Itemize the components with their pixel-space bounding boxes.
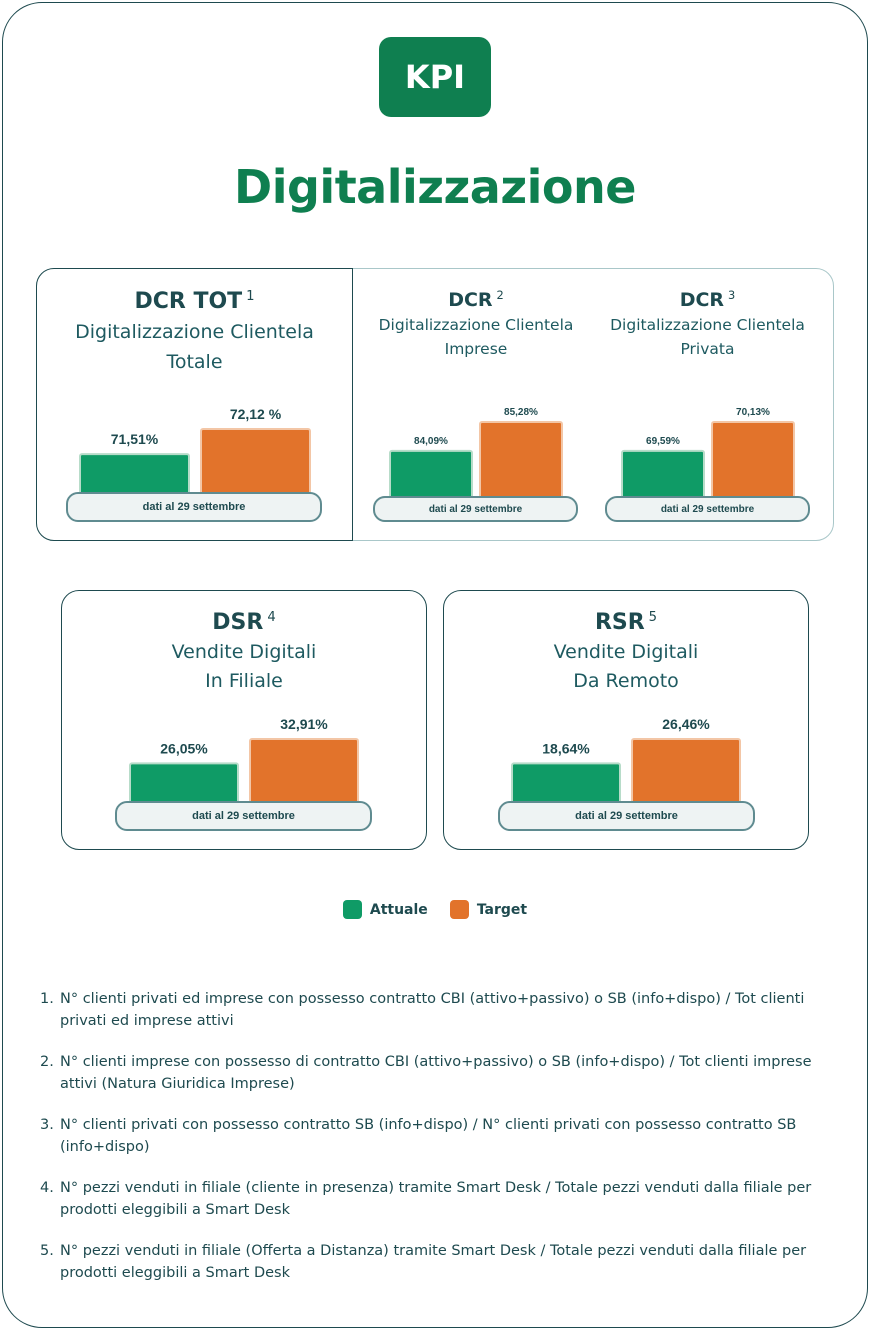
footnote-item: 5. N° pezzi venduti in filiale (Offerta a…	[40, 1240, 840, 1284]
dcr-imprese-chart: 84,09% 85,28%	[389, 398, 563, 499]
dcr-tot-header: DCR TOT 1 Digitalizzazione Clientela Tota…	[36, 287, 353, 377]
value-label-target: 26,46%	[662, 716, 710, 732]
bar-attuale	[79, 453, 190, 496]
legend-item-target: Target	[449, 900, 528, 919]
value-label-target: 70,13%	[736, 407, 770, 418]
dcr-imprese-desc-line1: Digitalizzazione Clientela	[378, 316, 574, 334]
dcr-imprese-header: DCR 2 Digitalizzazione Clientela Imprese	[360, 287, 592, 361]
dcr-tot-desc-line1: Digitalizzazione Clientela	[75, 321, 314, 343]
value-label-target: 85,28%	[504, 407, 538, 418]
footnote-text: N° clienti privati con possesso contratt…	[60, 1117, 797, 1155]
legend: Attuale Target	[0, 900, 870, 919]
bar-chart-svg: 18,64% 26,46%	[511, 716, 741, 804]
bar-attuale	[621, 449, 705, 499]
dcr-tot-desc-line2: Totale	[166, 351, 223, 373]
dcr-privata-chart: 69,59% 70,13%	[621, 398, 795, 499]
rsr-chart: 18,64% 26,46%	[511, 705, 741, 804]
legend-item-attuale: Attuale	[342, 900, 428, 919]
footnote-number: 3.	[40, 1117, 54, 1133]
dcr-tot-code: DCR TOT 1	[134, 288, 255, 314]
value-label-attuale: 71,51%	[111, 431, 159, 447]
bar-target	[200, 428, 311, 496]
footnote-number: 2.	[40, 1054, 54, 1070]
value-label-attuale: 26,05%	[160, 740, 208, 756]
dcr-privata-header: DCR 3 Digitalizzazione Clientela Privata	[595, 287, 820, 361]
dsr-desc-line2: In Filiale	[205, 670, 283, 692]
dcr-tot-date: dati al 29 settembre	[66, 492, 322, 522]
dcr-imprese-desc-line2: Imprese	[444, 340, 508, 358]
rsr-date: dati al 29 settembre	[498, 801, 755, 831]
legend-label-target: Target	[476, 901, 528, 918]
footnote-text: N° clienti imprese con possesso di contr…	[60, 1054, 812, 1092]
bar-target	[631, 738, 741, 804]
rsr-desc-line2: Da Remoto	[573, 670, 679, 692]
dcr-privata-desc-line1: Digitalizzazione Clientela	[610, 316, 805, 334]
dsr-chart: 26,05% 32,91%	[129, 705, 359, 804]
footnote-item: 3. N° clienti privati con possesso contra…	[40, 1114, 840, 1158]
footnote-number: 1.	[40, 991, 54, 1007]
rsr-code: RSR 5	[594, 609, 658, 635]
value-label-target: 72,12 %	[230, 406, 282, 422]
bar-chart-svg: 71,51% 72,12 %	[79, 406, 311, 496]
dsr-date: dati al 29 settembre	[115, 801, 372, 831]
bar-attuale	[389, 449, 473, 499]
dcr-imprese-code: DCR 2	[448, 287, 504, 311]
value-label-attuale: 69,59%	[646, 436, 680, 447]
legend-swatch-target	[449, 900, 469, 919]
footnote-item: 2. N° clienti imprese con possesso di con…	[40, 1051, 840, 1095]
bar-target	[249, 738, 359, 804]
bar-chart-svg: 26,05% 32,91%	[129, 716, 359, 804]
footnote-text: N° pezzi venduti in filiale (cliente in …	[60, 1180, 812, 1218]
legend-label-attuale: Attuale	[369, 901, 428, 918]
bar-chart-svg: 69,59% 70,13%	[621, 407, 795, 499]
dsr-desc-line1: Vendite Digitali	[171, 641, 317, 663]
bar-target	[479, 421, 563, 499]
footnote-item: 1. N° clienti privati ed imprese con poss…	[40, 988, 840, 1032]
footnote-number: 4.	[40, 1180, 54, 1196]
bar-chart-svg: 84,09% 85,28%	[389, 407, 563, 499]
footnote-text: N° pezzi venduti in filiale (Offerta a D…	[60, 1243, 807, 1281]
dsr-header: DSR 4 Vendite Digitali In Filiale	[61, 608, 427, 696]
rsr-desc-line1: Vendite Digitali	[553, 641, 699, 663]
bar-target	[711, 421, 795, 499]
dcr-privata-desc-line2: Privata	[680, 340, 735, 358]
bar-attuale	[129, 762, 239, 804]
dcr-imprese-date: dati al 29 settembre	[373, 496, 578, 522]
footnote-number: 5.	[40, 1243, 54, 1259]
dsr-code: DSR 4	[212, 609, 276, 635]
dcr-privata-date: dati al 29 settembre	[605, 496, 810, 522]
footnote-item: 4. N° pezzi venduti in filiale (cliente i…	[40, 1177, 840, 1221]
value-label-attuale: 18,64%	[542, 740, 590, 756]
page-title: Digitalizzazione	[234, 160, 636, 214]
value-label-attuale: 84,09%	[414, 436, 448, 447]
footnotes-list: 1. N° clienti privati ed imprese con poss…	[40, 988, 840, 1303]
dcr-privata-code: DCR 3	[679, 287, 736, 311]
rsr-header: RSR 5 Vendite Digitali Da Remoto	[443, 608, 809, 696]
footnote-text: N° clienti privati ed imprese con posses…	[60, 991, 805, 1029]
kpi-badge: KPI	[379, 37, 491, 117]
dcr-tot-chart: 71,51% 72,12 %	[79, 395, 311, 496]
legend-swatch-attuale	[342, 900, 362, 919]
value-label-target: 32,91%	[280, 716, 328, 732]
bar-attuale	[511, 762, 621, 804]
